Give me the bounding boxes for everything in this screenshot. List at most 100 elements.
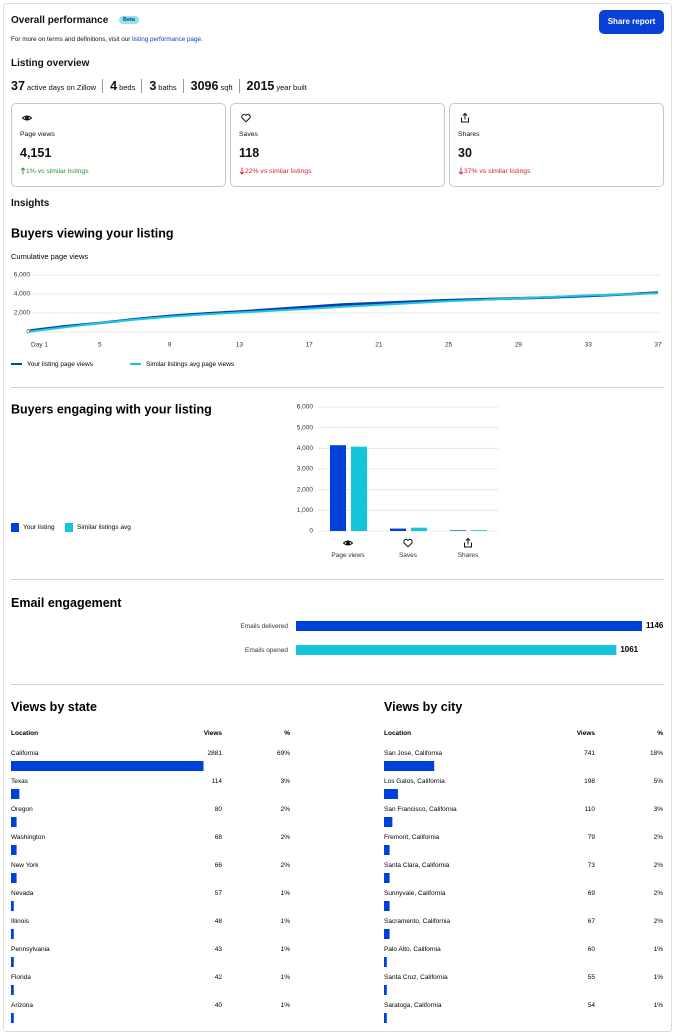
location: Nevada (11, 890, 34, 897)
trend-arrow (20, 167, 26, 175)
views: 67 (588, 918, 596, 925)
bar (384, 929, 390, 939)
icon-part (342, 540, 354, 546)
share-button[interactable]: Share report (599, 10, 664, 34)
card-value: 4,151 (20, 146, 52, 160)
card: Saves 118 22% vs similar listings (230, 103, 445, 187)
card-value: 30 (458, 146, 472, 160)
x-tick-label: Page views (331, 552, 365, 559)
percent: 2% (654, 862, 664, 869)
location: Palo Alto, California (384, 946, 441, 953)
card-label: Saves (239, 131, 258, 138)
percent: 2% (281, 806, 291, 813)
x-tick-label: 17 (305, 342, 313, 349)
icon (461, 112, 469, 123)
bar (11, 817, 17, 827)
x-tick-label: 13 (236, 342, 244, 349)
bar (330, 445, 346, 531)
icon-part (403, 538, 413, 548)
value-label: 1146 (646, 621, 664, 630)
location: Santa Cruz, California (384, 974, 448, 981)
stat-value: 2015 (246, 79, 275, 93)
column-header: % (284, 730, 290, 737)
trend-arrow (239, 167, 245, 175)
stat: 3 baths (141, 79, 177, 93)
percent: 1% (281, 946, 291, 953)
legend-swatch (65, 523, 73, 532)
y-tick-label: 0 (309, 528, 313, 535)
location: Los Gatos, California (384, 778, 445, 785)
x-tick-label: Shares (458, 552, 479, 559)
location: San Jose, California (384, 750, 443, 757)
y-tick-label: 2,000 (14, 310, 31, 317)
intro: For more on terms and definitions, visit… (11, 36, 203, 43)
x-tick-label: 25 (445, 342, 453, 349)
bar (471, 530, 487, 531)
card: Shares 30 37% vs similar listings (449, 103, 664, 187)
views: 42 (215, 974, 223, 981)
column-header: Views (204, 730, 223, 737)
bar (11, 789, 20, 799)
column-header: Location (11, 730, 38, 737)
card-value: 118 (239, 146, 260, 160)
icon-part (25, 116, 29, 120)
icon (403, 538, 413, 548)
bar (11, 873, 17, 883)
location: Pennsylvania (11, 946, 50, 953)
bar (450, 530, 466, 531)
x-tick-label: Saves (399, 552, 418, 559)
icon-part (21, 115, 33, 121)
bar (384, 845, 390, 855)
card-change-text: 22% vs similar listings (245, 167, 312, 175)
bar-label: Emails opened (245, 647, 288, 654)
y-tick-label: 4,000 (14, 291, 31, 298)
legend-label: Similar listings avg (77, 524, 131, 531)
chart-subtitle: Cumulative page views (11, 252, 88, 261)
views: 48 (215, 918, 223, 925)
column-header: Location (384, 730, 411, 737)
section-title: Insights (11, 198, 50, 209)
table-title: Views by state (11, 700, 97, 714)
location: Sunnyvale, California (384, 890, 446, 897)
page-title: Overall performance (11, 15, 109, 26)
card-change-text: 37% vs similar listings (464, 167, 531, 175)
y-tick-label: 6,000 (297, 404, 314, 411)
location: Fremont, California (384, 834, 440, 841)
bar (11, 985, 14, 995)
icon-part (464, 542, 472, 548)
link[interactable]: listing performance page. (132, 36, 203, 43)
x-tick-label: 21 (375, 342, 383, 349)
arrow (458, 167, 464, 175)
stat: 2015 year built (238, 79, 307, 93)
bar (11, 901, 14, 911)
bar (351, 446, 367, 531)
section-title: Listing overview (11, 58, 90, 69)
card-label: Page views (20, 131, 55, 138)
views: 66 (215, 862, 223, 869)
arrow (239, 167, 245, 175)
stats: 37 active days on Zillow 4 beds 3 baths 3096 sq… (11, 79, 307, 93)
location: California (11, 750, 39, 757)
y-tick-label: 4,000 (297, 445, 314, 452)
views: 114 (212, 778, 223, 785)
percent: 1% (654, 946, 664, 953)
views: 68 (215, 834, 223, 841)
stat-label: beds (119, 83, 136, 92)
percent: 69% (277, 750, 290, 757)
views: 57 (215, 890, 223, 897)
stat-label: year built (276, 83, 307, 92)
icon (241, 113, 251, 123)
card: Page views 4,151 1% vs similar listings (11, 103, 226, 187)
icon (461, 112, 469, 123)
location: Santa Clara, California (384, 862, 450, 869)
location: New York (11, 862, 39, 869)
intro-text: For more on terms and definitions, visit… (11, 36, 131, 43)
percent: 1% (654, 1002, 664, 1009)
stat-value: 4 (110, 79, 118, 93)
chart-title: Email engagement (11, 596, 122, 610)
chart-title: Buyers engaging with your listing (11, 402, 212, 416)
y-tick-label: 3,000 (297, 466, 314, 473)
bar (384, 873, 390, 883)
views: 73 (588, 862, 596, 869)
